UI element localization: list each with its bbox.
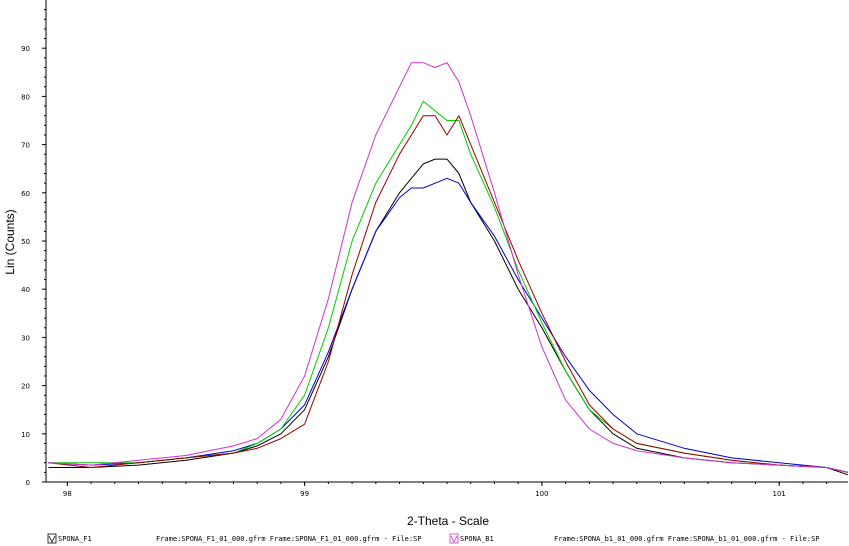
y-tick-label-80: 80: [21, 93, 30, 101]
y-tick-label-60: 60: [21, 190, 30, 198]
y-tick-label-10: 10: [21, 431, 30, 439]
legend-item-spona-b1: SPONA_B1: [449, 533, 494, 544]
x-ticks: 98 99 100 101: [63, 482, 828, 498]
y-tick-label-50: 50: [21, 238, 30, 246]
legend-item-spona-f1: SPONA_F1: [47, 533, 92, 544]
x-tick-label-98: 98: [63, 490, 72, 498]
x-tick-label-101: 101: [773, 490, 786, 498]
series-line-2: [48, 100, 849, 473]
series-line-3: [48, 115, 849, 473]
series-line-0: [48, 158, 849, 476]
x-axis-label: 2-Theta - Scale: [407, 514, 489, 528]
y-ticks: 0 10 20 30 40 50 60 70 80 90: [21, 9, 46, 487]
x-tick-label-99: 99: [300, 490, 309, 498]
y-tick-label-20: 20: [21, 383, 30, 391]
x-tick-label-100: 100: [535, 490, 548, 498]
y-tick-label-90: 90: [21, 45, 30, 53]
legend-frame-f1: Frame:SPONA_F1_01_000.gfrm Frame:SPONA_F…: [156, 535, 422, 543]
legend: SPONA_F1 Frame:SPONA_F1_01_000.gfrm Fram…: [47, 533, 820, 544]
legend-label-spona-f1: SPONA_F1: [58, 535, 92, 543]
legend-frame-b1: Frame:SPONA_b1_01_000.gfrm Frame:SPONA_b…: [554, 535, 820, 543]
legend-label-spona-b1: SPONA_B1: [460, 535, 494, 543]
legend-swatch-spona-f1: [47, 533, 57, 544]
legend-glyph-spona-f1: [48, 535, 56, 543]
series-line-1: [48, 177, 849, 473]
y-tick-label-40: 40: [21, 286, 30, 294]
y-tick-label-70: 70: [21, 142, 30, 150]
y-axis-label: Lin (Counts): [3, 209, 17, 274]
legend-glyph-spona-b1: [450, 535, 458, 543]
legend-swatch-spona-b1: [449, 533, 459, 544]
series-line-4: [48, 62, 849, 473]
series-lines: [48, 62, 849, 476]
y-tick-label-0: 0: [26, 479, 30, 487]
y-tick-label-30: 30: [21, 334, 30, 342]
